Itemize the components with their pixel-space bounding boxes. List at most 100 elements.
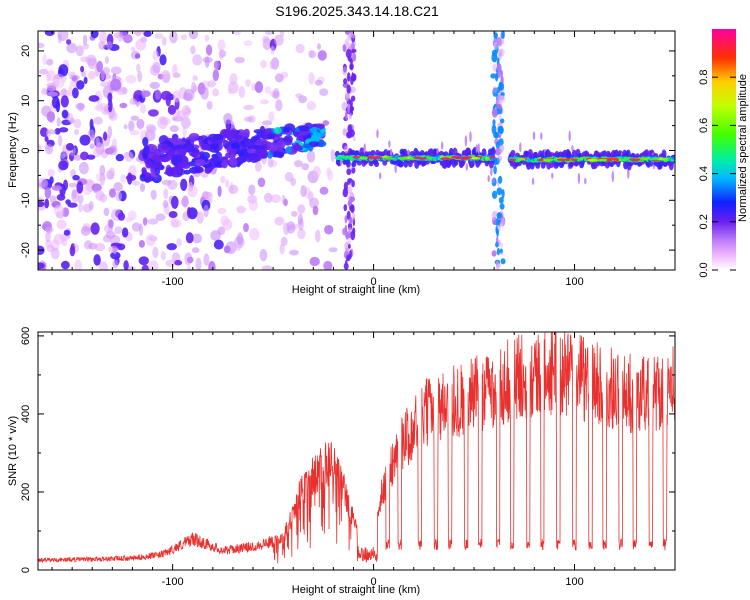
snr-ytick-label: 0 xyxy=(20,567,32,573)
spectrogram-xtick-label: 0 xyxy=(371,276,377,288)
spectrogram-noise-blob xyxy=(138,256,149,266)
spectrogram-ridge-peak xyxy=(489,156,495,159)
spectrogram-noise-blob xyxy=(74,259,83,270)
spectrogram-noise-blob xyxy=(141,90,151,97)
spectrogram-noise-blob xyxy=(228,81,239,94)
spectrogram-stripe-blob xyxy=(491,52,498,63)
snr-line xyxy=(38,332,675,564)
spectrogram-noise-blob xyxy=(60,95,69,108)
spectrogram-stripe-blob xyxy=(498,48,503,57)
spectrogram-stripe-blob xyxy=(346,168,352,176)
spectrogram-stripe-blob xyxy=(496,228,499,238)
spectrogram-stripe-blob xyxy=(344,31,351,35)
spectrogram-stripe-blob xyxy=(500,118,505,124)
spectrogram-noise-blob xyxy=(51,185,62,191)
spectrogram-ridge-peak xyxy=(359,156,369,159)
spectrogram-noise-blob xyxy=(68,85,73,97)
spectrogram-noise-blob xyxy=(186,256,194,264)
snr-ytick-label: 200 xyxy=(20,483,32,501)
spectrogram-noise-blob xyxy=(76,181,84,194)
spectrogram-noise-blob xyxy=(260,99,269,105)
spectrogram-noise-blob xyxy=(142,217,148,226)
spectrogram-noise-blob xyxy=(183,88,195,102)
spectrogram-noise-blob xyxy=(99,261,108,270)
spectrogram-noise-blob xyxy=(53,233,65,245)
spectrogram-noise-blob xyxy=(317,50,327,61)
spectrogram-noise-blob xyxy=(272,91,280,100)
spectrogram-ridge-halo xyxy=(370,150,376,157)
spectrogram-noise-blob xyxy=(234,56,245,64)
spectrogram-noise-blob xyxy=(217,207,227,215)
spectrogram-noise-blob xyxy=(249,227,260,241)
spectrogram-noise-blob xyxy=(248,184,256,196)
spectrogram-stripe-blob xyxy=(497,57,500,63)
spectrogram-band-blob xyxy=(178,147,187,156)
spectrogram-band-blob xyxy=(267,133,275,140)
spectrogram-noise-blob xyxy=(61,88,68,96)
snr-ylabel: SNR (10 * v/v) xyxy=(7,416,19,486)
spectrogram-noise-blob xyxy=(236,205,246,214)
spectrogram-noise-blob xyxy=(297,213,303,225)
spectrogram-noise-blob xyxy=(195,257,202,270)
spectrogram-ridge-whisker xyxy=(611,170,614,183)
spectrogram-ridge-peak xyxy=(352,156,360,159)
spectrogram-noise-blob xyxy=(138,240,145,248)
spectrogram-band-blob xyxy=(181,164,191,169)
spectrogram-noise-blob xyxy=(212,69,219,82)
spectrogram-ridge-whisker xyxy=(532,131,536,141)
colorbar: 0.0 0.2 0.4 0.6 0.8 Normalized spectral ampl… xyxy=(698,29,749,278)
spectrogram-noise-blob xyxy=(254,161,262,172)
spectrogram-noise-blob xyxy=(314,79,323,86)
spectrogram-noise-blob xyxy=(80,151,89,161)
spectrogram-ridge-peak xyxy=(440,157,450,160)
spectrogram-noise-blob xyxy=(107,92,113,103)
spectrogram-noise-blob xyxy=(306,101,317,111)
spectrogram-noise-blob xyxy=(54,78,65,89)
spectrogram-noise-blob xyxy=(45,226,54,233)
spectrogram-stripe-blob xyxy=(351,180,355,188)
spectrogram-noise-blob xyxy=(236,232,244,246)
spectrogram-ridge-whisker xyxy=(584,177,587,185)
spectrogram-stripe-blob xyxy=(348,112,352,120)
spectrogram-noise-blob xyxy=(130,50,140,60)
spectrogram-noise-blob xyxy=(80,65,85,73)
spectrogram-noise-blob xyxy=(110,78,122,91)
spectrogram-noise-blob xyxy=(82,43,90,50)
spectrogram-noise-blob xyxy=(82,203,93,213)
spectrogram-band-blob xyxy=(153,161,163,167)
spectrogram-noise-blob xyxy=(38,200,45,208)
spectrogram-noise-blob xyxy=(191,247,200,254)
spectrogram-noise-blob xyxy=(108,145,118,156)
spectrogram-xtick-label: 100 xyxy=(565,276,583,288)
spectrogram-stripe-blob xyxy=(353,73,356,82)
spectrogram-stripe-blob xyxy=(497,155,502,162)
spectrogram-ridge-whisker xyxy=(577,172,581,184)
spectrogram-stripe-blob xyxy=(497,104,502,110)
spectrogram-noise-blob xyxy=(308,72,315,85)
spectrogram-ridge-whisker xyxy=(519,142,522,153)
spectrogram-stripe-blob xyxy=(347,237,352,245)
spectrogram-noise-blob xyxy=(213,60,220,70)
spectrogram-band-blob xyxy=(199,151,205,157)
spectrogram-noise-blob xyxy=(113,182,123,192)
spectrogram-stripe-blob xyxy=(342,187,349,198)
spectrogram-xlabel: Height of straight line (km) xyxy=(292,284,420,296)
spectrogram-ytick-label: 0 xyxy=(20,147,32,153)
spectrogram-noise-blob xyxy=(330,149,335,162)
spectrogram-noise-blob xyxy=(200,86,209,100)
colorbar-tick-label: 0.4 xyxy=(698,166,710,181)
spectrogram-band-blob xyxy=(267,150,273,159)
spectrogram-band-blob xyxy=(308,141,320,148)
spectrogram-ridge-halo xyxy=(567,153,573,159)
spectrogram-stripe-blob xyxy=(350,106,355,111)
spectrogram-noise-blob xyxy=(228,184,239,194)
spectrogram-noise-blob xyxy=(269,59,275,70)
spectrogram-noise-blob xyxy=(146,125,157,134)
spectrogram-stripe-blob xyxy=(500,218,505,228)
spectrogram-noise-blob xyxy=(106,41,113,50)
spectrogram-ridge-whisker xyxy=(487,175,490,183)
spectrogram-noise-blob xyxy=(42,54,47,66)
spectrogram-noise-blob xyxy=(254,81,264,93)
spectrogram-ylabel: Frequency (Hz) xyxy=(7,112,19,188)
